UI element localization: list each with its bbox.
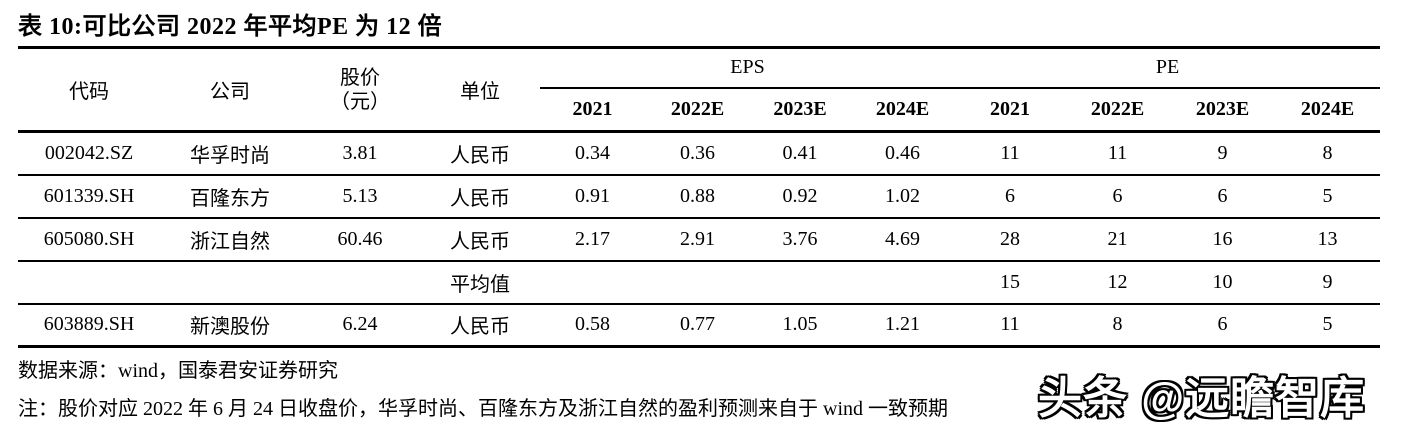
average-row: 平均值 15 12 10 9 [18,260,1381,305]
cell-pe-2023e: 9 [1170,131,1276,176]
cell-company: 新澳股份 [160,303,300,348]
col-header-code: 代码 [18,47,160,133]
cell-eps-2024e: 4.69 [850,217,956,262]
cell-company: 百隆东方 [160,174,300,219]
cell-price: 5.13 [300,174,420,219]
cell-eps-2021: 0.34 [540,131,645,176]
cell-eps-2022e: 0.77 [645,303,750,348]
col-header-unit: 单位 [420,47,540,133]
cell-pe-2022e: 11 [1065,131,1171,176]
cell-eps-2021: 0.91 [540,174,645,219]
cell-empty [160,260,300,305]
cell-price: 3.81 [300,131,420,176]
cell-eps-2024e: 1.02 [850,174,956,219]
table-title: 表 10:可比公司 2022 年平均PE 为 12 倍 [18,14,443,40]
data-source-text: 数据来源：wind，国泰君安证券研究 [18,360,338,382]
cell-code: 603889.SH [18,303,160,348]
price-label-line1: 股价 [340,66,380,89]
cell-price: 6.24 [300,303,420,348]
col-header-pe-2021: 2021 [955,87,1066,133]
table-row-bailong: 601339.SH 百隆东方 5.13 人民币 0.91 0.88 0.92 1… [18,174,1381,219]
col-header-pe-2022e: 2022E [1065,87,1171,133]
table-row-xinao: 603889.SH 新澳股份 6.24 人民币 0.58 0.77 1.05 1… [18,303,1381,348]
cell-eps-2024e: 1.21 [850,303,956,348]
cell-pe-2022e: 21 [1065,217,1171,262]
cell-price: 60.46 [300,217,420,262]
cell-code: 605080.SH [18,217,160,262]
cell-company: 浙江自然 [160,217,300,262]
cell-average-label: 平均值 [420,260,540,305]
cell-company: 华孚时尚 [160,131,300,176]
cell-empty [750,260,850,305]
col-header-pe-2024e: 2024E [1275,87,1381,133]
cell-eps-2023e: 1.05 [750,303,850,348]
cell-pe-2023e: 16 [1170,217,1276,262]
cell-pe-2024e: 13 [1275,217,1381,262]
cell-code: 002042.SZ [18,131,160,176]
table-row-zhejiang: 605080.SH 浙江自然 60.46 人民币 2.17 2.91 3.76 … [18,217,1381,262]
note-text: 注：股价对应 2022 年 6 月 24 日收盘价，华孚时尚、百隆东方及浙江自然… [18,398,948,420]
cell-pe-2023e: 6 [1170,174,1276,219]
cell-empty [540,260,645,305]
cell-avg-pe-2024e: 9 [1275,260,1381,305]
cell-unit: 人民币 [420,131,540,176]
cell-avg-pe-2023e: 10 [1170,260,1276,305]
table-row-huafu: 002042.SZ 华孚时尚 3.81 人民币 0.34 0.36 0.41 0… [18,131,1381,176]
cell-pe-2021: 6 [955,174,1066,219]
col-header-company: 公司 [160,47,300,133]
cell-unit: 人民币 [420,303,540,348]
col-header-eps-2023e: 2023E [750,87,850,133]
cell-empty [850,260,956,305]
col-group-pe: PE [955,47,1381,89]
cell-eps-2023e: 0.41 [750,131,850,176]
cell-eps-2023e: 0.92 [750,174,850,219]
cell-eps-2021: 0.58 [540,303,645,348]
cell-eps-2022e: 0.36 [645,131,750,176]
header-group-row: 代码 公司 股价 （元） 单位 EPS PE [18,47,1381,133]
col-group-eps: EPS [540,47,956,89]
comparable-companies-table: 代码 公司 股价 （元） 单位 EPS PE 2021 2022E 2023E … [18,46,1381,348]
col-header-eps-2021: 2021 [540,87,645,133]
header-year-row: 2021 2022E 2023E 2024E 2021 2022E 2023E … [18,87,1381,133]
col-header-eps-2024e: 2024E [850,87,956,133]
cell-avg-pe-2021: 15 [955,260,1066,305]
cell-code: 601339.SH [18,174,160,219]
cell-eps-2021: 2.17 [540,217,645,262]
cell-eps-2022e: 2.91 [645,217,750,262]
cell-pe-2024e: 8 [1275,131,1381,176]
cell-pe-2022e: 8 [1065,303,1171,348]
cell-unit: 人民币 [420,217,540,262]
cell-pe-2024e: 5 [1275,303,1381,348]
watermark-text: 头条 @远瞻智库 [1038,374,1366,423]
col-header-price: 股价 （元） [300,47,420,133]
col-header-pe-2023e: 2023E [1170,87,1276,133]
cell-empty [300,260,420,305]
cell-pe-2021: 11 [955,131,1066,176]
cell-pe-2021: 28 [955,217,1066,262]
cell-unit: 人民币 [420,174,540,219]
cell-eps-2022e: 0.88 [645,174,750,219]
cell-avg-pe-2022e: 12 [1065,260,1171,305]
cell-eps-2024e: 0.46 [850,131,956,176]
cell-empty [18,260,160,305]
cell-pe-2021: 11 [955,303,1066,348]
cell-pe-2023e: 6 [1170,303,1276,348]
cell-pe-2022e: 6 [1065,174,1171,219]
cell-empty [645,260,750,305]
price-label-line2: （元） [330,90,390,113]
col-header-eps-2022e: 2022E [645,87,750,133]
cell-eps-2023e: 3.76 [750,217,850,262]
cell-pe-2024e: 5 [1275,174,1381,219]
